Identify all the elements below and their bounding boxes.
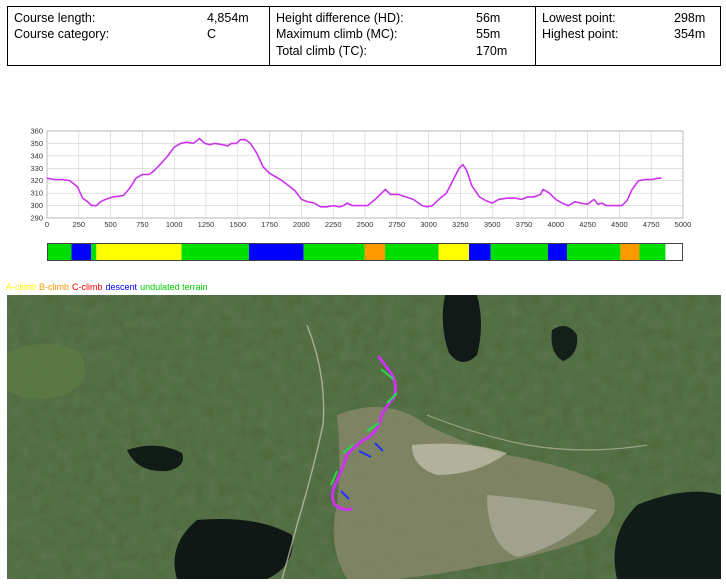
terrain-segments xyxy=(48,244,666,260)
x-tick-label: 0 xyxy=(45,220,49,229)
terrain-segment xyxy=(438,244,470,260)
terrain-segment xyxy=(71,244,92,260)
housing-area xyxy=(487,495,597,557)
stat-maximum-climb: Maximum climb (MC): 55m xyxy=(270,26,535,42)
lake-southeast xyxy=(614,491,721,579)
elevation-profile-chart: 0 250 500 750 1000 1250 1500 1750 2000 2250 2500 27… xyxy=(30,127,692,230)
resort-buildings xyxy=(412,443,507,475)
x-tick-label: 3000 xyxy=(420,220,437,229)
satellite-map[interactable] xyxy=(7,295,721,579)
terrain-segment xyxy=(96,244,182,260)
stat-value: 170m xyxy=(476,44,508,58)
stat-value: 56m xyxy=(476,11,501,25)
y-tick-label: 310 xyxy=(30,189,43,198)
x-tick-label: 3250 xyxy=(452,220,469,229)
x-tick-label: 1750 xyxy=(261,220,278,229)
legend-item: C-climb xyxy=(72,282,103,292)
x-tick-label: 5000 xyxy=(675,220,692,229)
stat-label: Maximum climb (MC): xyxy=(276,27,398,41)
x-tick-label: 3500 xyxy=(484,220,501,229)
terrain-segment xyxy=(248,244,304,260)
legend-item: A-climb xyxy=(6,282,37,292)
stat-value: C xyxy=(207,27,217,41)
stat-total-climb: Total climb (TC): 170m xyxy=(270,43,535,59)
x-tick-label: 4500 xyxy=(611,220,628,229)
x-tick-label: 2750 xyxy=(388,220,405,229)
course-markers xyxy=(340,442,384,500)
x-tick-label: 500 xyxy=(104,220,117,229)
stat-height-difference: Height difference (HD): 56m xyxy=(270,10,535,26)
x-tick-label: 1250 xyxy=(198,220,215,229)
terrain-legend: A-climb B-climb C-climb descent undulated te… xyxy=(6,282,211,293)
road xyxy=(426,414,648,451)
x-tick-label: 750 xyxy=(136,220,149,229)
stat-course-category: Course category: C xyxy=(8,26,269,42)
x-tick-label: 4000 xyxy=(547,220,564,229)
stat-label: Total climb (TC): xyxy=(276,44,367,58)
terrain-classification-bar xyxy=(47,243,683,261)
terrain-segment xyxy=(385,244,439,260)
terrain-segment xyxy=(490,244,548,260)
terrain-segment xyxy=(639,244,666,260)
y-tick-label: 340 xyxy=(30,151,43,160)
stat-label: Highest point: xyxy=(542,27,619,41)
lake-southwest xyxy=(174,519,293,579)
x-tick-label: 4750 xyxy=(643,220,660,229)
terrain-segment xyxy=(91,244,97,260)
road xyxy=(281,324,325,579)
x-tick-label: 3750 xyxy=(516,220,533,229)
x-tick-label: 2500 xyxy=(357,220,374,229)
x-tick-label: 1500 xyxy=(229,220,246,229)
stats-column-climb: Height difference (HD): 56m Maximum clim… xyxy=(270,7,536,65)
stats-column-points: Lowest point: 298m Highest point: 354m xyxy=(536,7,720,65)
stat-label: Lowest point: xyxy=(542,11,616,25)
course-markers xyxy=(330,368,398,486)
terrain-segment xyxy=(364,244,386,260)
stat-value: 4,854m xyxy=(207,11,249,25)
stat-lowest-point: Lowest point: 298m xyxy=(536,10,720,26)
x-tick-label: 2000 xyxy=(293,220,310,229)
satellite-map-image xyxy=(7,295,721,579)
lake-west xyxy=(127,445,183,472)
y-tick-label: 300 xyxy=(30,201,43,210)
x-tick-label: 2250 xyxy=(325,220,342,229)
terrain-segment xyxy=(547,244,567,260)
stat-course-length: Course length: 4,854m xyxy=(8,10,269,26)
legend-item: undulated terrain xyxy=(140,282,208,292)
stat-highest-point: Highest point: 354m xyxy=(536,26,720,42)
x-tick-label: 4250 xyxy=(579,220,596,229)
stat-value: 354m xyxy=(674,27,706,41)
terrain-segment xyxy=(303,244,365,260)
y-tick-label: 320 xyxy=(30,176,43,185)
terrain-segment xyxy=(620,244,640,260)
y-tick-label: 360 xyxy=(30,127,43,136)
stats-column-length: Course length: 4,854m Course category: C xyxy=(8,7,270,65)
lake-north xyxy=(442,295,481,363)
stat-value: 298m xyxy=(674,11,706,25)
terrain-segment xyxy=(566,244,621,260)
y-tick-label: 290 xyxy=(30,214,43,223)
y-tick-label: 330 xyxy=(30,164,43,173)
stat-label: Course length: xyxy=(14,11,96,25)
course-stats-table: Course length: 4,854m Course category: C… xyxy=(7,6,721,66)
stat-label: Height difference (HD): xyxy=(276,11,404,25)
legend-item: B-climb xyxy=(39,282,70,292)
lake-small xyxy=(551,326,578,361)
stat-value: 55m xyxy=(476,27,501,41)
terrain-segment xyxy=(469,244,491,260)
terrain-segment xyxy=(48,244,72,260)
stat-label: Course category: xyxy=(14,27,110,41)
x-tick-label: 1000 xyxy=(166,220,183,229)
x-tick-label: 250 xyxy=(73,220,86,229)
course-route xyxy=(330,355,398,511)
terrain-segment xyxy=(181,244,249,260)
y-tick-label: 350 xyxy=(30,139,43,148)
legend-item: descent xyxy=(105,282,138,292)
elevation-line xyxy=(46,137,662,208)
bog-area xyxy=(7,343,85,399)
